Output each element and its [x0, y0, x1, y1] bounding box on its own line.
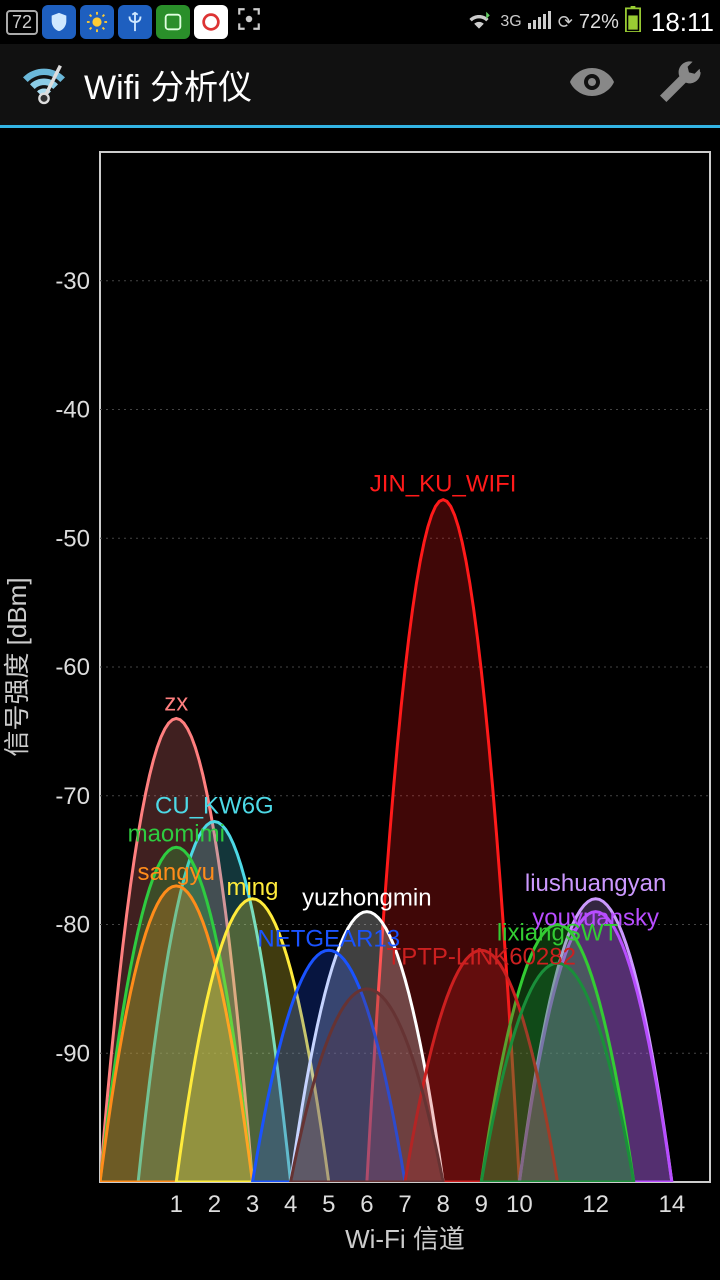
svg-text:ming: ming — [226, 874, 278, 901]
signal-bars-icon — [528, 9, 552, 35]
status-left: 72 — [6, 5, 262, 39]
svg-text:14: 14 — [659, 1191, 686, 1218]
chart-svg: -30-40-50-60-70-80-90123456789101214信号强度… — [0, 132, 720, 1280]
svg-text:-70: -70 — [55, 783, 90, 810]
svg-text:Wi-Fi 信道: Wi-Fi 信道 — [345, 1224, 465, 1254]
svg-text:TPTP-LINK60282: TPTP-LINK60282 — [387, 943, 576, 970]
battery-percent: 72% — [579, 11, 619, 34]
green-app-icon — [156, 5, 190, 39]
wifi-icon — [464, 7, 494, 37]
svg-text:1: 1 — [170, 1191, 183, 1218]
svg-text:maomimi: maomimi — [128, 820, 225, 847]
svg-text:7: 7 — [398, 1191, 411, 1218]
svg-text:6: 6 — [360, 1191, 373, 1218]
clock-time: 18:11 — [651, 7, 714, 38]
battery-badge: 72 — [6, 10, 38, 35]
svg-text:5: 5 — [322, 1191, 335, 1218]
battery-icon — [625, 6, 641, 38]
svg-text:-30: -30 — [55, 268, 90, 295]
svg-text:9: 9 — [475, 1191, 488, 1218]
svg-text:JIN_KU_WIFI: JIN_KU_WIFI — [370, 471, 517, 498]
status-right: 3G ⟳ 72% 18:11 — [464, 6, 714, 38]
svg-text:4: 4 — [284, 1191, 297, 1218]
svg-text:3: 3 — [246, 1191, 259, 1218]
sun-icon — [80, 5, 114, 39]
svg-text:-80: -80 — [55, 912, 90, 939]
wifi-chart: -30-40-50-60-70-80-90123456789101214信号强度… — [0, 132, 720, 1280]
network-3g-text: 3G — [500, 13, 521, 31]
svg-text:-40: -40 — [55, 397, 90, 424]
eye-button[interactable] — [568, 58, 616, 111]
app-bar: Wifi 分析仪 — [0, 44, 720, 128]
svg-text:-60: -60 — [55, 654, 90, 681]
focus-icon — [236, 6, 262, 38]
status-bar: 72 3G ⟳ 72% 18:11 — [0, 0, 720, 44]
app-title: Wifi 分析仪 — [84, 60, 252, 109]
svg-text:-90: -90 — [55, 1040, 90, 1067]
svg-text:NETGEAR13: NETGEAR13 — [257, 925, 400, 952]
svg-text:信号强度 [dBm]: 信号强度 [dBm] — [2, 577, 32, 756]
svg-text:zx: zx — [164, 690, 188, 717]
trident-icon — [118, 5, 152, 39]
sync-icon: ⟳ — [558, 12, 573, 33]
svg-text:CU_KW6G: CU_KW6G — [155, 793, 274, 820]
svg-text:-50: -50 — [55, 525, 90, 552]
svg-text:10: 10 — [506, 1191, 533, 1218]
circle-app-icon — [194, 5, 228, 39]
wrench-button[interactable] — [656, 58, 704, 111]
wifi-analyzer-icon — [16, 54, 72, 115]
svg-text:8: 8 — [436, 1191, 449, 1218]
svg-text:liushuangyan: liushuangyan — [525, 870, 666, 897]
svg-text:yuzhongmin: yuzhongmin — [302, 885, 431, 912]
svg-text:12: 12 — [582, 1191, 609, 1218]
shield-icon — [42, 5, 76, 39]
svg-text:sangyu: sangyu — [138, 859, 215, 886]
svg-text:2: 2 — [208, 1191, 221, 1218]
